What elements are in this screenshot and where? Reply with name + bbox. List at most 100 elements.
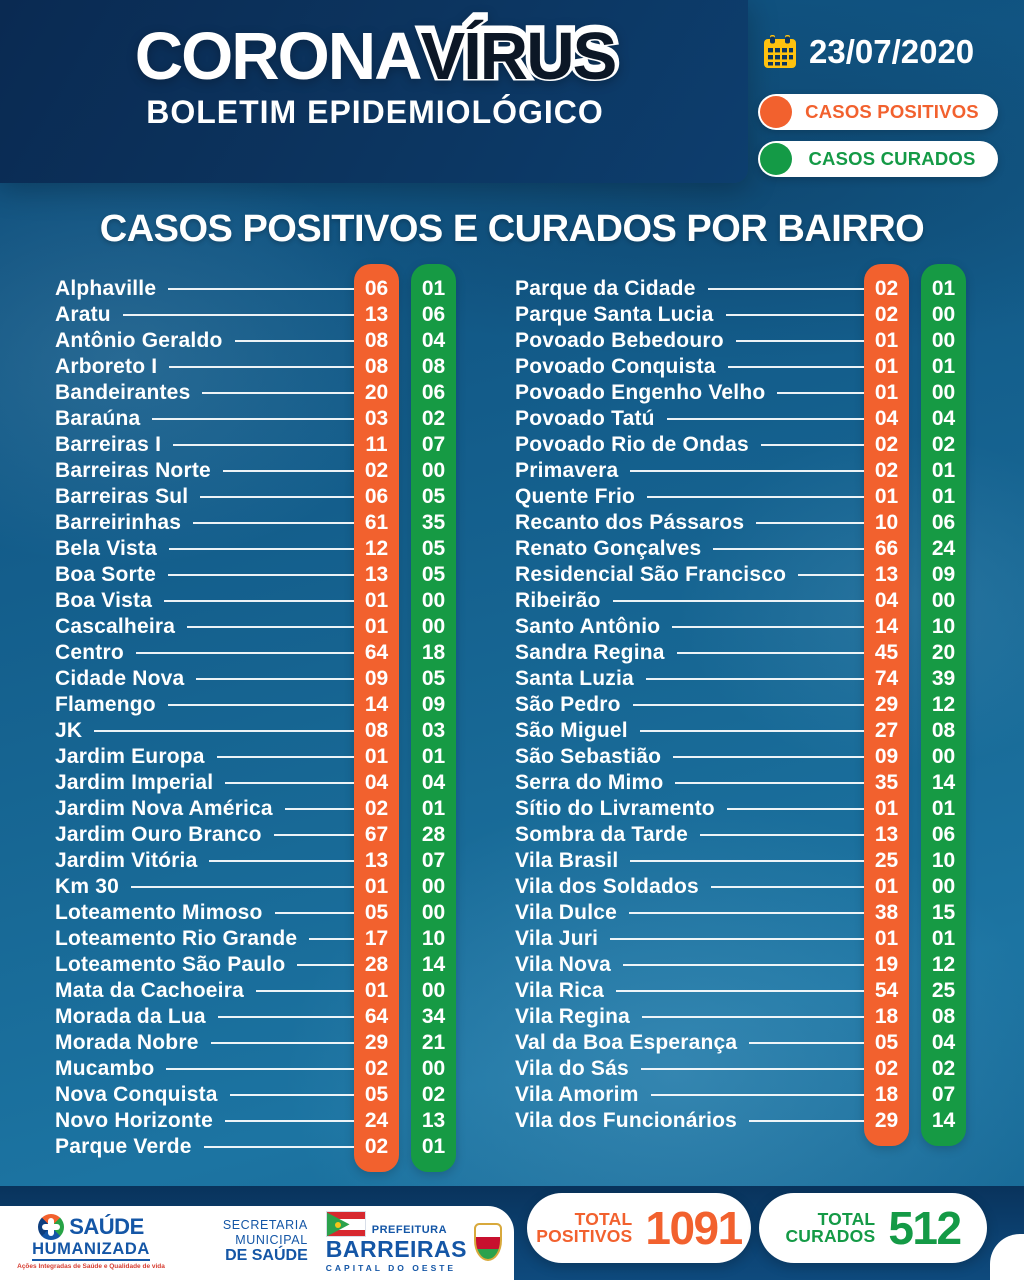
bairro-row: Morada da Lua 64 34 (55, 1004, 456, 1030)
bairro-name: Cascalheira (55, 615, 176, 638)
leader-line (647, 496, 864, 498)
positive-count: 01 (364, 875, 389, 898)
cured-count: 09 (931, 563, 956, 586)
bairro-name: Santo Antônio (515, 615, 661, 638)
cured-count: 06 (931, 511, 956, 534)
leader-line (639, 730, 864, 732)
cured-count: 10 (421, 927, 446, 950)
prefeitura-label: PREFEITURA (371, 1224, 448, 1237)
positive-cases-bar (354, 264, 399, 1172)
bairro-name: Loteamento São Paulo (55, 953, 286, 976)
cured-count: 01 (421, 797, 446, 820)
bairro-name: Val da Boa Esperança (515, 1031, 738, 1054)
positive-count: 35 (874, 771, 899, 794)
leader-line (700, 834, 864, 836)
bairro-row: Jardim Nova América 02 01 (55, 796, 456, 822)
bairro-row: Residencial São Francisco 13 09 (515, 562, 966, 588)
bairro-row: Vila Amorim 18 07 (515, 1082, 966, 1108)
title-corona: CORONA (134, 19, 423, 94)
bairro-name: Vila dos Soldados (515, 875, 699, 898)
bairro-row: Val da Boa Esperança 05 04 (515, 1030, 966, 1056)
bairro-name: Barreirinhas (55, 511, 182, 534)
bairro-name: Barreiras I (55, 433, 162, 456)
positive-count: 13 (874, 823, 899, 846)
cured-count: 01 (931, 459, 956, 482)
cured-count: 04 (421, 329, 446, 352)
bairro-row: Jardim Europa 01 01 (55, 744, 456, 770)
bairro-row: Vila Regina 18 08 (515, 1004, 966, 1030)
leader-line (632, 704, 864, 706)
bairro-name: Parque Verde (55, 1135, 192, 1158)
bairro-row: Ribeirão 04 00 (515, 588, 966, 614)
bairro-name: Jardim Europa (55, 745, 205, 768)
bairro-row: Povoado Rio de Ondas 02 02 (515, 432, 966, 458)
bairro-name: Vila dos Funcionários (515, 1109, 738, 1132)
bairro-name: Povoado Engenho Velho (515, 381, 766, 404)
leader-line (760, 444, 864, 446)
cured-count: 05 (421, 485, 446, 508)
bairro-name: Baraúna (55, 407, 141, 430)
bairros-rows-left: Alphaville 06 01 Aratu 13 06 Antônio Ger… (55, 276, 456, 1160)
bairro-row: JK 08 03 (55, 718, 456, 744)
positive-count: 18 (874, 1005, 899, 1028)
leader-line (202, 392, 354, 394)
leader-line (727, 366, 864, 368)
cured-count: 07 (421, 849, 446, 872)
positive-count: 08 (364, 719, 389, 742)
bairro-name: Recanto dos Pássaros (515, 511, 745, 534)
saude-logo-name: SAÚDE (69, 1214, 144, 1240)
leader-line (629, 912, 864, 914)
positive-count: 02 (364, 797, 389, 820)
positive-count: 02 (364, 459, 389, 482)
cured-count: 00 (421, 589, 446, 612)
bairro-name: Boa Vista (55, 589, 153, 612)
total-curados-value: 512 (888, 1202, 962, 1254)
leader-line (612, 600, 864, 602)
bairro-name: Parque da Cidade (515, 277, 696, 300)
positive-count: 02 (874, 303, 899, 326)
bairro-row: Barreirinhas 61 35 (55, 510, 456, 536)
cured-count: 00 (931, 589, 956, 612)
cured-count: 12 (931, 693, 956, 716)
bairro-name: Vila Juri (515, 927, 599, 950)
legend-curados-label: CASOS CURADOS (808, 148, 976, 169)
saude-logo-tagline: Ações Integradas de Saúde e Qualidade de… (17, 1262, 165, 1270)
bairro-name: Santa Luzia (515, 667, 634, 690)
bairro-name: Morada da Lua (55, 1005, 206, 1028)
bairro-name: JK (55, 719, 83, 742)
positive-cases-dot-icon (760, 96, 792, 128)
leader-line (777, 392, 864, 394)
cured-count: 01 (931, 277, 956, 300)
positive-count: 01 (874, 381, 899, 404)
bairro-row: Alphaville 06 01 (55, 276, 456, 302)
cured-count: 25 (931, 979, 956, 1002)
positive-count: 02 (364, 1057, 389, 1080)
saude-humanizada-logo: SAÚDE HUMANIZADA Ações Integradas de Saú… (17, 1214, 165, 1270)
cured-count: 00 (421, 615, 446, 638)
total-positivos-pill: TOTAL POSITIVOS 1091 (527, 1193, 751, 1263)
total-curados-label: TOTAL CURADOS (785, 1210, 875, 1245)
cured-count: 34 (421, 1005, 446, 1028)
bairro-name: Serra do Mimo (515, 771, 664, 794)
positive-count: 01 (874, 927, 899, 950)
positive-count: 05 (364, 1083, 389, 1106)
leader-line (630, 860, 864, 862)
leader-line (131, 886, 354, 888)
bairro-row: Vila Juri 01 01 (515, 926, 966, 952)
calendar-icon (764, 35, 796, 68)
bairro-name: Renato Gonçalves (515, 537, 702, 560)
bairro-row: Nova Conquista 05 02 (55, 1082, 456, 1108)
leader-line (167, 704, 354, 706)
bairro-row: Serra do Mimo 35 14 (515, 770, 966, 796)
bairro-name: Loteamento Rio Grande (55, 927, 298, 950)
coat-of-arms-icon (474, 1222, 502, 1261)
bairro-row: Boa Sorte 13 05 (55, 562, 456, 588)
cured-count: 13 (421, 1109, 446, 1132)
positive-count: 14 (364, 693, 389, 716)
cured-count: 14 (931, 1109, 956, 1132)
leader-line (135, 652, 354, 654)
prefeitura-barreiras-logo: PREFEITURA BARREIRAS CAPITAL DO OESTE (325, 1211, 502, 1273)
secretaria-line2: DE SAÚDE (225, 1247, 308, 1265)
bairro-name: Residencial São Francisco (515, 563, 787, 586)
total-positivos-label: TOTAL POSITIVOS (536, 1210, 632, 1245)
